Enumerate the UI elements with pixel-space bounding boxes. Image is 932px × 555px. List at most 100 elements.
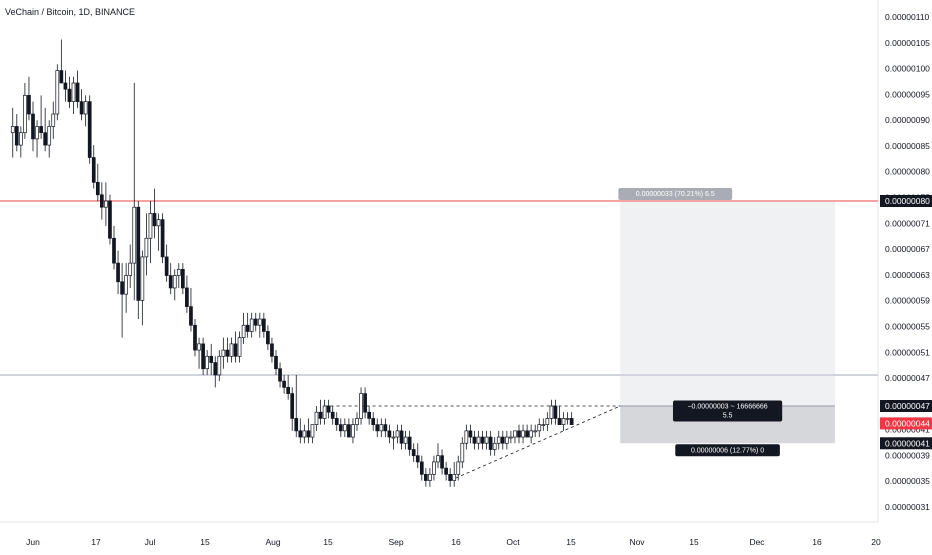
candle xyxy=(557,406,562,425)
candle-body xyxy=(484,436,489,444)
candle xyxy=(19,126,23,158)
candle-body xyxy=(71,82,76,102)
target-zone[interactable] xyxy=(620,201,835,406)
candle-body xyxy=(387,430,392,438)
entry-label-text: 5.5 xyxy=(723,413,733,420)
candle xyxy=(274,350,278,375)
candle xyxy=(525,424,529,438)
candle xyxy=(120,263,124,338)
candle-body xyxy=(241,324,246,339)
candle-body xyxy=(533,430,538,433)
candle-body xyxy=(112,237,116,264)
candle xyxy=(213,356,218,388)
entry-price-tag-bg xyxy=(880,400,932,412)
candle xyxy=(124,263,129,313)
resistance-price-tag-bg xyxy=(880,195,932,207)
candle-body xyxy=(91,157,96,183)
candle xyxy=(529,424,534,444)
candle-body xyxy=(278,368,282,382)
x-tick-label: 15 xyxy=(323,537,333,547)
candle-body xyxy=(509,436,513,439)
candle xyxy=(189,287,193,332)
candle-body xyxy=(55,70,60,115)
candle-body xyxy=(209,355,214,363)
candle-body xyxy=(464,430,469,444)
current-price-tag: 0.00000044 xyxy=(885,418,930,428)
candle-body xyxy=(545,418,550,425)
candle-body xyxy=(294,418,299,432)
candle xyxy=(249,312,254,338)
candle xyxy=(43,107,48,152)
x-tick-label: 16 xyxy=(812,537,822,547)
candle-body xyxy=(424,473,428,481)
x-tick-label: Dec xyxy=(749,537,765,547)
candle xyxy=(59,39,64,84)
candle-body xyxy=(144,237,149,258)
candle-body xyxy=(47,126,52,146)
y-tick-label: 0.00000100 xyxy=(885,64,930,74)
candle-body xyxy=(371,418,376,425)
candle xyxy=(132,82,137,301)
candle-body xyxy=(39,126,43,134)
target-label-bg xyxy=(618,188,733,200)
y-tick-label: 0.00000110 xyxy=(885,12,930,22)
candle xyxy=(290,387,295,431)
candle-body xyxy=(225,349,230,357)
y-tick-label: 0.00000071 xyxy=(885,218,930,228)
candle-body xyxy=(136,206,141,301)
candle-body xyxy=(505,436,509,444)
candle xyxy=(229,337,234,363)
entry-price-tag: 0.00000047 xyxy=(885,401,930,411)
candle-body xyxy=(367,411,371,419)
candle-body xyxy=(338,424,343,432)
candle xyxy=(322,399,327,425)
candle-body xyxy=(379,424,384,432)
y-tick-label: 0.00000090 xyxy=(885,115,930,125)
candle xyxy=(47,120,52,158)
entry-label-bg xyxy=(672,400,783,422)
candle-body xyxy=(59,70,64,84)
candle xyxy=(108,194,112,245)
candle xyxy=(363,387,367,419)
triangle-lower-line[interactable] xyxy=(449,405,621,481)
candle xyxy=(262,312,266,338)
candle-body xyxy=(217,355,222,376)
candle-body xyxy=(176,268,181,276)
candle xyxy=(266,325,270,351)
candle-body xyxy=(282,380,286,388)
candle-body xyxy=(517,430,521,438)
candle xyxy=(533,424,538,438)
candle-body xyxy=(468,430,473,438)
candle-body xyxy=(565,418,570,420)
candle xyxy=(343,418,347,438)
candle-body xyxy=(148,213,153,239)
candle-body xyxy=(95,182,100,196)
candle-body xyxy=(274,355,278,370)
candle xyxy=(326,399,331,419)
y-tick-label: 0.00000047 xyxy=(885,373,930,383)
stop-label-text: 0.00000006 (12.77%) 0 xyxy=(691,447,764,454)
candle xyxy=(407,430,412,456)
candle-body xyxy=(529,430,534,438)
candle xyxy=(164,244,169,282)
candle-body xyxy=(355,418,359,425)
candle-body xyxy=(513,430,517,438)
candle xyxy=(168,263,173,295)
candle-body xyxy=(330,411,335,419)
candle-body xyxy=(306,430,311,438)
candle-body xyxy=(290,393,295,419)
candle-body xyxy=(428,473,432,481)
x-tick-label: Nov xyxy=(629,537,645,547)
candle-body xyxy=(14,126,19,146)
candle-body xyxy=(314,411,319,425)
candle xyxy=(257,312,262,338)
candle xyxy=(201,337,205,375)
candle xyxy=(185,275,189,313)
candle-body xyxy=(537,424,542,432)
candle-body xyxy=(375,424,380,432)
candle-body xyxy=(164,256,169,276)
stop-price-tag-bg xyxy=(880,437,932,450)
candle xyxy=(513,430,517,444)
